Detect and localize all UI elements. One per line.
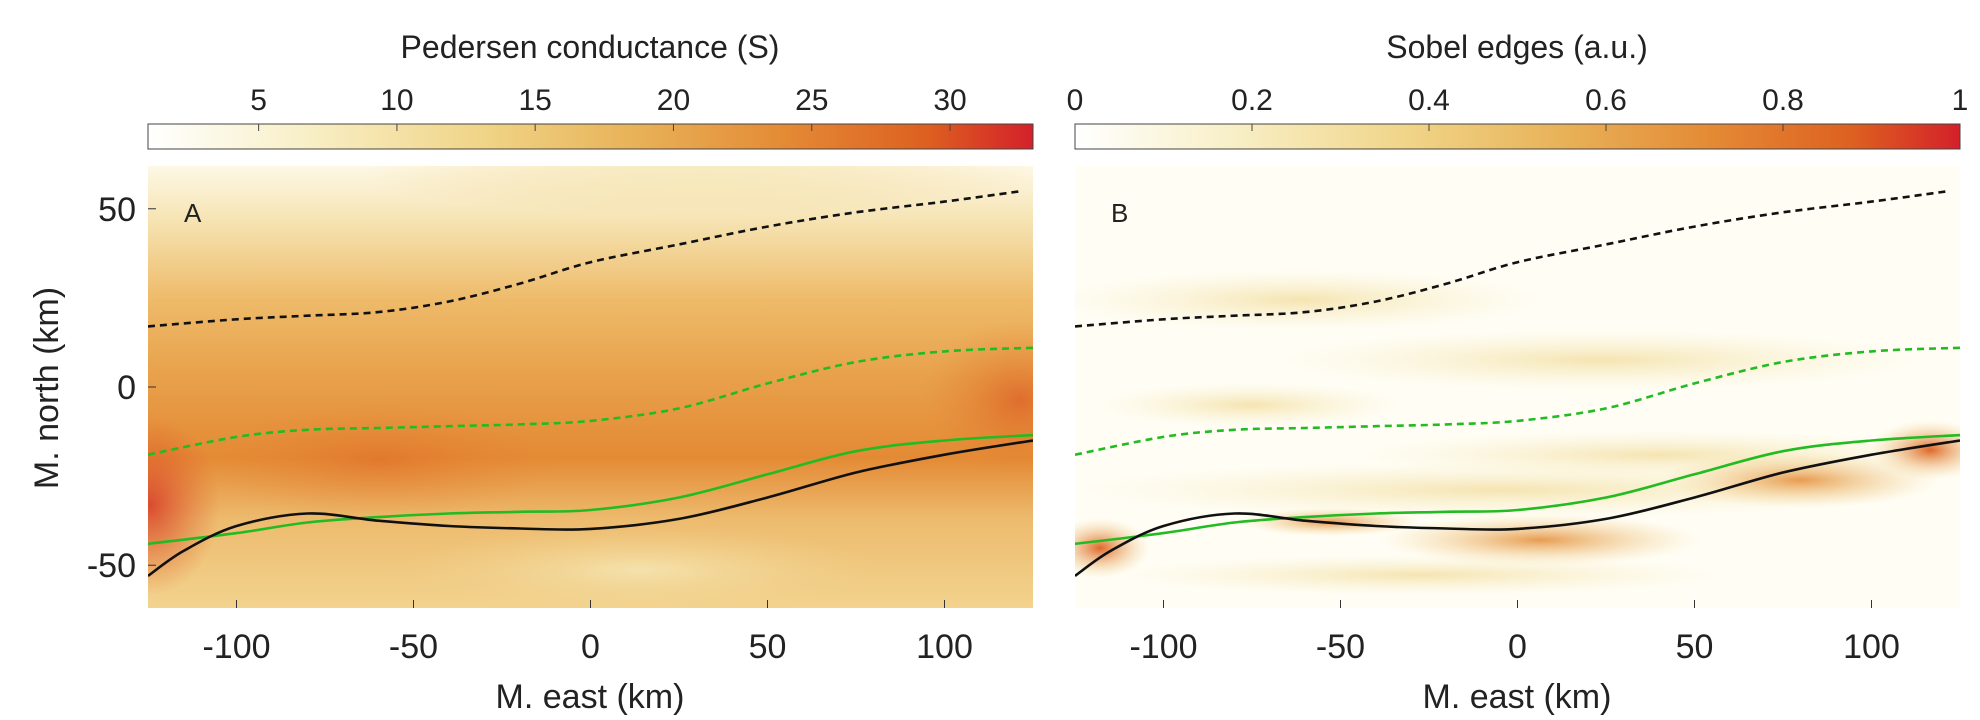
colorbar-tick-label: 0.2: [1231, 84, 1273, 117]
colorbar-a: Pedersen conductance (S) 5 10 15 20 25 30: [147, 29, 1034, 150]
contour-line-2: [1075, 346, 1960, 456]
panel-b-lines: [1075, 189, 1960, 577]
panel-a-axes: -100 -50 0 50 100 50 0 -50: [87, 191, 973, 666]
colorbar-a-title: Pedersen conductance (S): [401, 29, 780, 65]
panel-b-label: B: [1111, 198, 1128, 228]
colorbar-tick-label: 30: [933, 84, 966, 117]
y-tick-label: -50: [87, 547, 136, 585]
panel-a-lines: [148, 189, 1033, 577]
x-tick-label: -50: [389, 628, 438, 666]
x-tick-label: 0: [1508, 628, 1527, 666]
colorbar-b: Sobel edges (a.u.) 0 0.2 0.4 0.6 0.8 1: [1067, 29, 1969, 150]
panel-a-heatmap: [148, 166, 1033, 608]
colorbar-b-bar: [1074, 123, 1961, 150]
colorbar-tick-label: 20: [657, 84, 690, 117]
x-tick-label: 0: [581, 628, 600, 666]
x-tick-label: 100: [916, 628, 973, 666]
contour-line-4: [148, 439, 1033, 577]
colorbar-tick-label: 25: [795, 84, 828, 117]
colorbar-b-ticks: 0 0.2 0.4 0.6 0.8 1: [1067, 84, 1969, 131]
panel-a-label: A: [184, 198, 202, 228]
contour-line-1: [1075, 189, 1950, 328]
colorbar-tick-label: 0.8: [1762, 84, 1804, 117]
colorbar-tick-label: 15: [519, 84, 552, 117]
contour-line-1: [148, 189, 1023, 328]
x-tick-label: -100: [202, 628, 270, 666]
x-tick-label: 100: [1843, 628, 1900, 666]
colorbar-tick-label: 10: [380, 84, 413, 117]
y-tick-label: 0: [117, 369, 136, 407]
panel-b-heatmap: [1075, 166, 1960, 608]
contour-line-4: [1075, 439, 1960, 577]
x-tick-label: -100: [1129, 628, 1197, 666]
colorbar-a-ticks: 5 10 15 20 25 30: [250, 84, 967, 131]
contour-line-3: [148, 433, 1033, 546]
colorbar-a-bar: [147, 123, 1034, 150]
panel-b-axes: -100 -50 0 50 100: [1129, 600, 1900, 666]
panel-b-xlabel: M. east (km): [1423, 678, 1612, 716]
panel-a-ylabel: M. north (km): [28, 287, 66, 489]
x-tick-label: 50: [1676, 628, 1714, 666]
contour-line-3: [1075, 433, 1960, 546]
y-tick-label: 50: [98, 191, 136, 229]
x-tick-label: -50: [1316, 628, 1365, 666]
colorbar-tick-label: 5: [250, 84, 267, 117]
colorbar-b-title: Sobel edges (a.u.): [1386, 29, 1648, 65]
panel-a-xlabel: M. east (km): [496, 678, 685, 716]
contour-line-2: [148, 346, 1033, 456]
colorbar-tick-label: 0.4: [1408, 84, 1450, 117]
colorbar-tick-label: 0: [1067, 84, 1084, 117]
colorbar-tick-label: 0.6: [1585, 84, 1627, 117]
x-tick-label: 50: [749, 628, 787, 666]
colorbar-tick-label: 1: [1952, 84, 1969, 117]
